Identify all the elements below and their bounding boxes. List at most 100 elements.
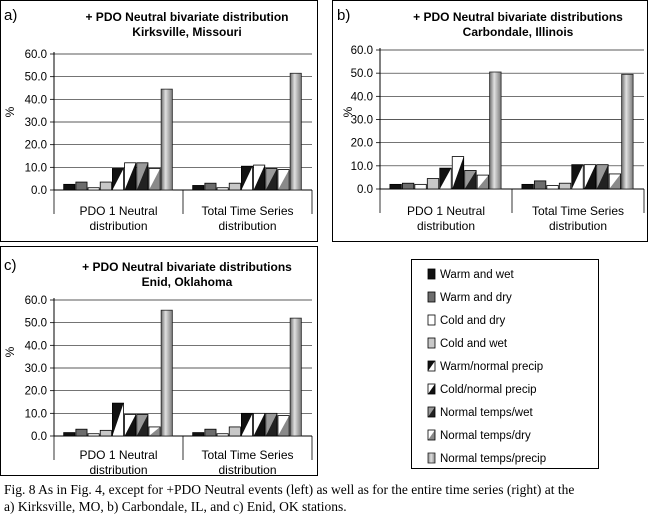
- category-label-line-2: distribution: [89, 463, 147, 477]
- caption-line-1: Fig. 8 As in Fig. 4, except for +PDO Neu…: [4, 482, 575, 497]
- y-tick-label: 0.0: [31, 185, 47, 197]
- panel-label: c): [4, 257, 17, 274]
- y-tick-label: 50.0: [25, 318, 47, 330]
- chart-title-line-2: Kirksville, Missouri: [132, 25, 241, 39]
- y-tick-label: 40.0: [25, 94, 47, 106]
- bar-warm-and-wet: [192, 185, 205, 191]
- bar-normal-temps-wet: [464, 170, 477, 190]
- bar-cold-normal-precip: [124, 414, 137, 437]
- y-tick-label: 40.0: [25, 340, 47, 352]
- category-label-line-2: distribution: [89, 219, 147, 233]
- legend-label: Normal temps/wet: [440, 407, 533, 419]
- panel-label: b): [337, 7, 350, 24]
- bar-cold-normal-precip: [124, 162, 137, 191]
- legend-label: Cold/normal precip: [440, 384, 537, 396]
- legend-label: Warm and wet: [440, 269, 515, 281]
- y-axis-label: %: [341, 106, 355, 117]
- bar-warm-and-dry: [204, 428, 217, 437]
- bar-warm-and-wet: [63, 183, 76, 191]
- legend-frame: [411, 259, 599, 469]
- y-tick-label: 20.0: [351, 138, 373, 150]
- y-tick-label: 60.0: [25, 295, 47, 307]
- bar-warm-and-dry: [75, 428, 88, 437]
- chart-panel-b: b) + PDO Neutral bivariate distributionsC…: [332, 0, 648, 242]
- bar-warm-and-wet: [521, 183, 534, 190]
- bar-normal-temps-precip: [160, 309, 173, 437]
- y-tick-label: 50.0: [25, 72, 47, 84]
- legend-item-cold-normal-precip: Cold/normal precip: [427, 383, 537, 396]
- y-axis-label: %: [3, 346, 17, 357]
- bar-warm-normal-precip: [241, 165, 253, 191]
- y-tick-label: 50.0: [351, 68, 373, 80]
- bar-warm-and-wet: [389, 183, 402, 190]
- category-label-line-1: Total Time Series: [201, 448, 293, 462]
- chart-title-line-1: + PDO Neutral bivariate distributions: [82, 260, 292, 274]
- bar-normal-temps-dry: [608, 173, 622, 190]
- bar-cold-and-wet: [558, 182, 572, 190]
- bar-normal-temps-dry: [148, 426, 161, 437]
- bar-cold-and-dry: [87, 187, 100, 191]
- category-label-line-1: PDO 1 Neutral: [407, 204, 485, 218]
- bar-warm-normal-precip: [112, 168, 124, 191]
- chart-panel-c: c) + PDO Neutral bivariate distributionsE…: [0, 246, 318, 477]
- bar-cold-and-dry: [87, 433, 100, 437]
- bar-cold-and-dry: [216, 433, 229, 437]
- category-label-line-2: distribution: [218, 219, 276, 233]
- chart-title-line-1: + PDO Neutral bivariate distribution: [85, 10, 288, 24]
- legend-item-normal-temps-wet: Normal temps/wet: [427, 406, 533, 419]
- bar-cold-and-wet: [228, 426, 241, 437]
- legend-swatch: [427, 314, 436, 326]
- bar-normal-temps-wet: [265, 412, 278, 437]
- y-tick-label: 0.0: [31, 431, 47, 443]
- y-axis-label: %: [3, 106, 17, 117]
- bar-warm-and-wet: [192, 432, 205, 437]
- bar-cold-and-wet: [228, 182, 241, 191]
- legend-label: Cold and dry: [440, 315, 505, 327]
- y-tick-label: 30.0: [25, 117, 47, 129]
- legend-label: Normal temps/dry: [440, 430, 531, 442]
- figure-caption: Fig. 8 As in Fig. 4, except for +PDO Neu…: [4, 481, 648, 515]
- bar-normal-temps-precip: [289, 72, 302, 191]
- legend-swatch: [427, 429, 436, 441]
- caption-line-2: a) Kirksville, MO, b) Carbondale, IL, an…: [4, 499, 347, 514]
- legend-item-warm-and-dry: Warm and dry: [427, 291, 512, 304]
- category-label-line-2: distribution: [218, 463, 276, 477]
- legend-item-warm-normal-precip: Warm/normal precip: [427, 360, 543, 373]
- y-tick-label: 10.0: [25, 408, 47, 420]
- category-label-line-1: PDO 1 Neutral: [79, 204, 157, 218]
- bar-normal-temps-precip: [289, 317, 302, 437]
- legend-item-normal-temps-dry: Normal temps/dry: [427, 429, 531, 442]
- y-tick-label: 30.0: [25, 363, 47, 375]
- panel-frame: [332, 0, 648, 242]
- y-tick-label: 20.0: [25, 386, 47, 398]
- y-tick-label: 10.0: [25, 162, 47, 174]
- bar-warm-normal-precip: [571, 164, 584, 190]
- bar-normal-temps-dry: [476, 174, 490, 190]
- category-label-line-2: distribution: [417, 219, 475, 233]
- legend: Warm and wet Warm and dry Cold and dry Cold…: [411, 259, 599, 469]
- legend-swatch: [427, 452, 436, 464]
- bar-warm-and-dry: [533, 180, 547, 190]
- bar-normal-temps-dry: [277, 415, 290, 437]
- panel-frame: [0, 0, 318, 242]
- legend-item-warm-and-wet: Warm and wet: [427, 268, 515, 281]
- legend-item-cold-and-dry: Cold and dry: [427, 314, 505, 327]
- legend-swatch: [427, 360, 436, 372]
- legend-label: Cold and wet: [440, 338, 508, 350]
- legend-swatch: [427, 268, 436, 280]
- category-label-line-1: Total Time Series: [201, 204, 293, 218]
- legend-label: Warm and dry: [440, 292, 512, 304]
- bar-cold-and-dry: [414, 183, 427, 190]
- legend-label: Normal temps/precip: [440, 453, 546, 465]
- bar-normal-temps-precip: [621, 73, 634, 190]
- bar-normal-temps-dry: [277, 169, 290, 191]
- legend-label: Warm/normal precip: [440, 361, 543, 373]
- panel-label: a): [4, 7, 17, 24]
- bar-cold-normal-precip: [451, 156, 465, 190]
- bar-normal-temps-precip: [489, 71, 502, 190]
- bar-normal-temps-dry: [148, 168, 161, 191]
- legend-swatch: [427, 291, 436, 303]
- bar-warm-normal-precip: [112, 402, 124, 437]
- bar-warm-normal-precip: [439, 167, 452, 190]
- chart-panel-a: a) + PDO Neutral bivariate distributionKi…: [0, 0, 318, 242]
